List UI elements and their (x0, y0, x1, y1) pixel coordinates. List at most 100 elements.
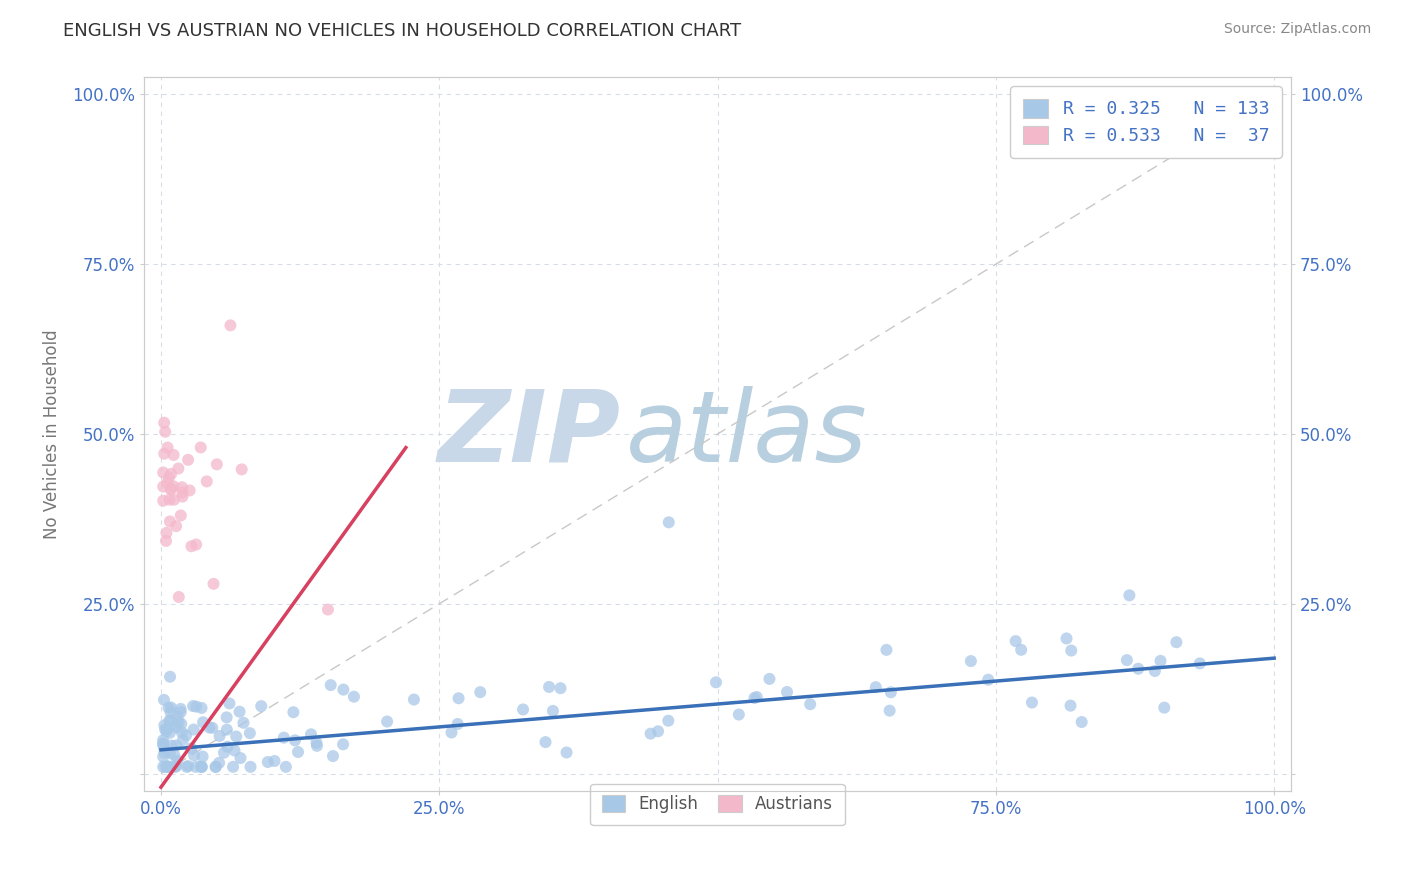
Point (191, 749, 214, 764)
Point (647, 724, 669, 739)
Point (1115, 653, 1137, 667)
Point (745, 690, 768, 704)
Point (183, 723, 205, 737)
Point (208, 756, 231, 770)
Point (191, 760, 214, 774)
Point (157, 760, 180, 774)
Point (165, 718, 187, 732)
Point (727, 707, 749, 722)
Point (155, 724, 177, 739)
Point (205, 458, 228, 472)
Point (319, 678, 342, 692)
Point (167, 590, 190, 604)
Point (162, 448, 184, 462)
Point (159, 713, 181, 727)
Point (167, 714, 190, 729)
Text: ENGLISH VS AUSTRIAN NO VEHICLES IN HOUSEHOLD CORRELATION CHART: ENGLISH VS AUSTRIAN NO VEHICLES IN HOUSE… (63, 22, 741, 40)
Text: ZIP: ZIP (437, 385, 620, 483)
Point (163, 492, 186, 507)
Text: atlas: atlas (626, 385, 868, 483)
Point (447, 691, 470, 706)
Point (440, 725, 463, 739)
Point (274, 760, 297, 774)
Point (156, 475, 179, 490)
Point (159, 670, 181, 684)
Point (166, 721, 188, 735)
Point (166, 710, 188, 724)
Point (157, 700, 180, 714)
Point (305, 739, 328, 753)
Point (657, 714, 679, 728)
Point (159, 725, 181, 739)
Point (284, 733, 307, 747)
Point (1059, 698, 1081, 713)
Legend: English, Austrians: English, Austrians (591, 783, 845, 825)
Point (538, 680, 561, 694)
Point (534, 735, 557, 749)
Point (316, 602, 339, 616)
Point (183, 748, 205, 763)
Point (263, 754, 285, 768)
Point (212, 746, 235, 760)
Point (744, 690, 766, 705)
Point (170, 508, 193, 523)
Point (1149, 654, 1171, 668)
Point (204, 760, 226, 774)
Point (172, 733, 194, 747)
Point (865, 680, 887, 694)
Point (157, 714, 180, 728)
Point (875, 643, 897, 657)
Point (202, 577, 225, 591)
Point (231, 462, 253, 476)
Point (170, 725, 193, 739)
Point (166, 754, 188, 768)
Point (152, 733, 174, 747)
Point (160, 700, 183, 714)
Point (658, 516, 681, 530)
Point (322, 749, 344, 764)
Point (153, 425, 176, 439)
Point (152, 737, 174, 751)
Point (208, 729, 231, 743)
Point (177, 759, 200, 773)
Point (1070, 714, 1092, 729)
Point (215, 710, 238, 724)
Point (160, 482, 183, 496)
Point (977, 673, 1000, 687)
Point (256, 755, 278, 769)
Point (704, 675, 727, 690)
Point (287, 745, 309, 759)
Point (215, 723, 238, 737)
Point (153, 746, 176, 760)
Point (201, 721, 224, 735)
Point (155, 533, 177, 548)
Point (239, 760, 262, 774)
Point (190, 441, 212, 455)
Point (160, 483, 183, 497)
Point (402, 692, 425, 706)
Point (174, 728, 197, 742)
Point (167, 461, 190, 475)
Point (218, 697, 240, 711)
Point (177, 452, 200, 467)
Point (163, 748, 186, 763)
Point (152, 480, 174, 494)
Point (152, 737, 174, 751)
Point (1188, 657, 1211, 671)
Point (470, 685, 492, 699)
Point (180, 539, 202, 553)
Point (156, 441, 179, 455)
Point (160, 739, 183, 753)
Point (555, 746, 578, 760)
Point (305, 736, 328, 750)
Point (1056, 632, 1078, 646)
Point (225, 730, 247, 744)
Point (550, 681, 572, 696)
Point (156, 759, 179, 773)
Point (155, 760, 177, 774)
Point (181, 699, 204, 714)
Point (1060, 643, 1083, 657)
Point (332, 737, 354, 751)
Point (165, 519, 187, 533)
Point (758, 672, 780, 686)
